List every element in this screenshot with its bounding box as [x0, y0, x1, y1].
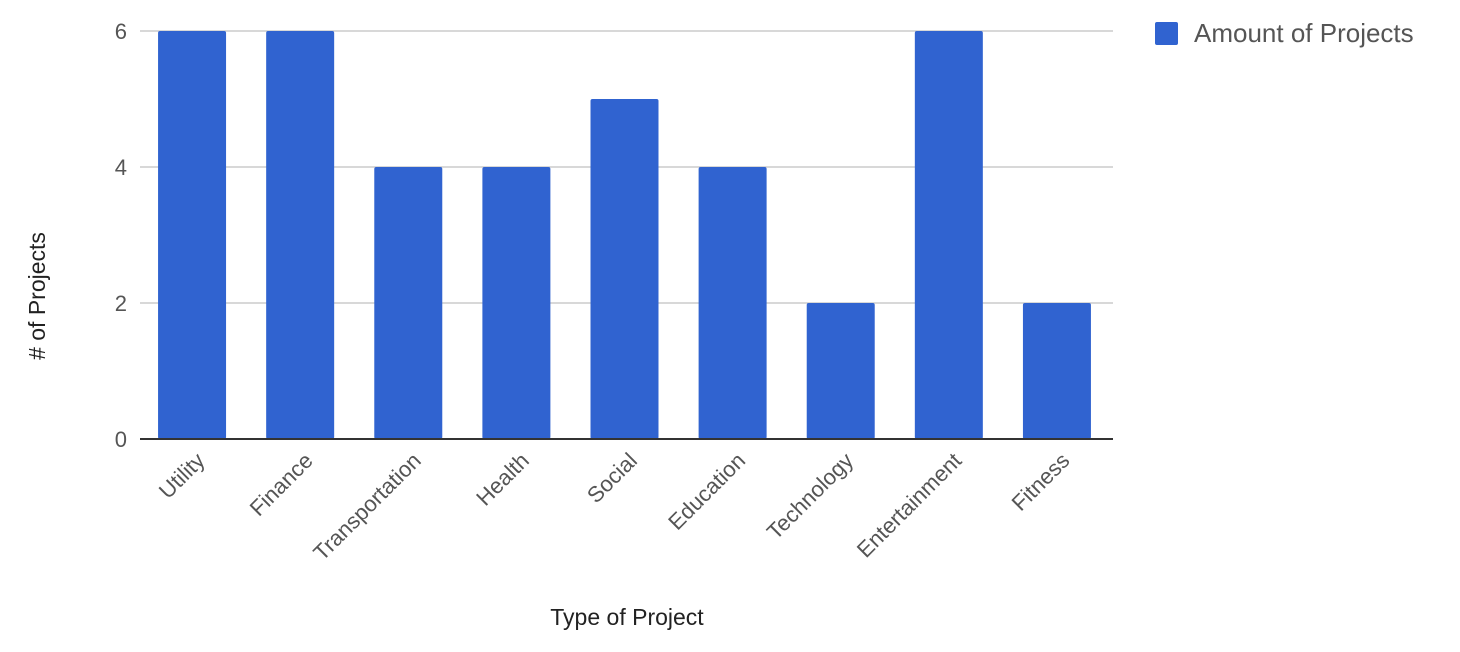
x-tick-label: Entertainment: [852, 448, 967, 563]
y-tick-labels: 0 2 4 6: [115, 19, 127, 452]
bar-entertainment[interactable]: [914, 31, 983, 439]
y-axis-title: # of Projects: [24, 232, 50, 360]
y-tick-label: 0: [115, 427, 127, 452]
bar-transportation[interactable]: [374, 167, 443, 439]
bars: [158, 31, 1091, 439]
bar-technology[interactable]: [806, 303, 875, 439]
y-tick-label: 2: [115, 291, 127, 316]
x-tick-label: Fitness: [1007, 448, 1075, 516]
bar-utility[interactable]: [158, 31, 227, 439]
y-tick-label: 6: [115, 19, 127, 44]
bar-education[interactable]: [698, 167, 767, 439]
bar-finance[interactable]: [266, 31, 335, 439]
x-tick-label: Transportation: [308, 448, 425, 565]
y-tick-label: 4: [115, 155, 127, 180]
x-tick-label: Finance: [245, 448, 318, 521]
x-tick-label: Technology: [762, 448, 858, 544]
x-tick-label: Health: [471, 448, 534, 511]
bar-fitness[interactable]: [1022, 303, 1091, 439]
legend: Amount of Projects: [1155, 18, 1414, 48]
legend-swatch: [1155, 22, 1178, 45]
x-tick-label: Social: [582, 448, 642, 508]
x-axis-title: Type of Project: [550, 604, 704, 630]
x-tick-label: Utility: [154, 448, 210, 504]
x-tick-label: Education: [663, 448, 750, 535]
bar-social[interactable]: [590, 99, 659, 439]
bar-health[interactable]: [482, 167, 551, 439]
legend-label: Amount of Projects: [1194, 18, 1414, 48]
